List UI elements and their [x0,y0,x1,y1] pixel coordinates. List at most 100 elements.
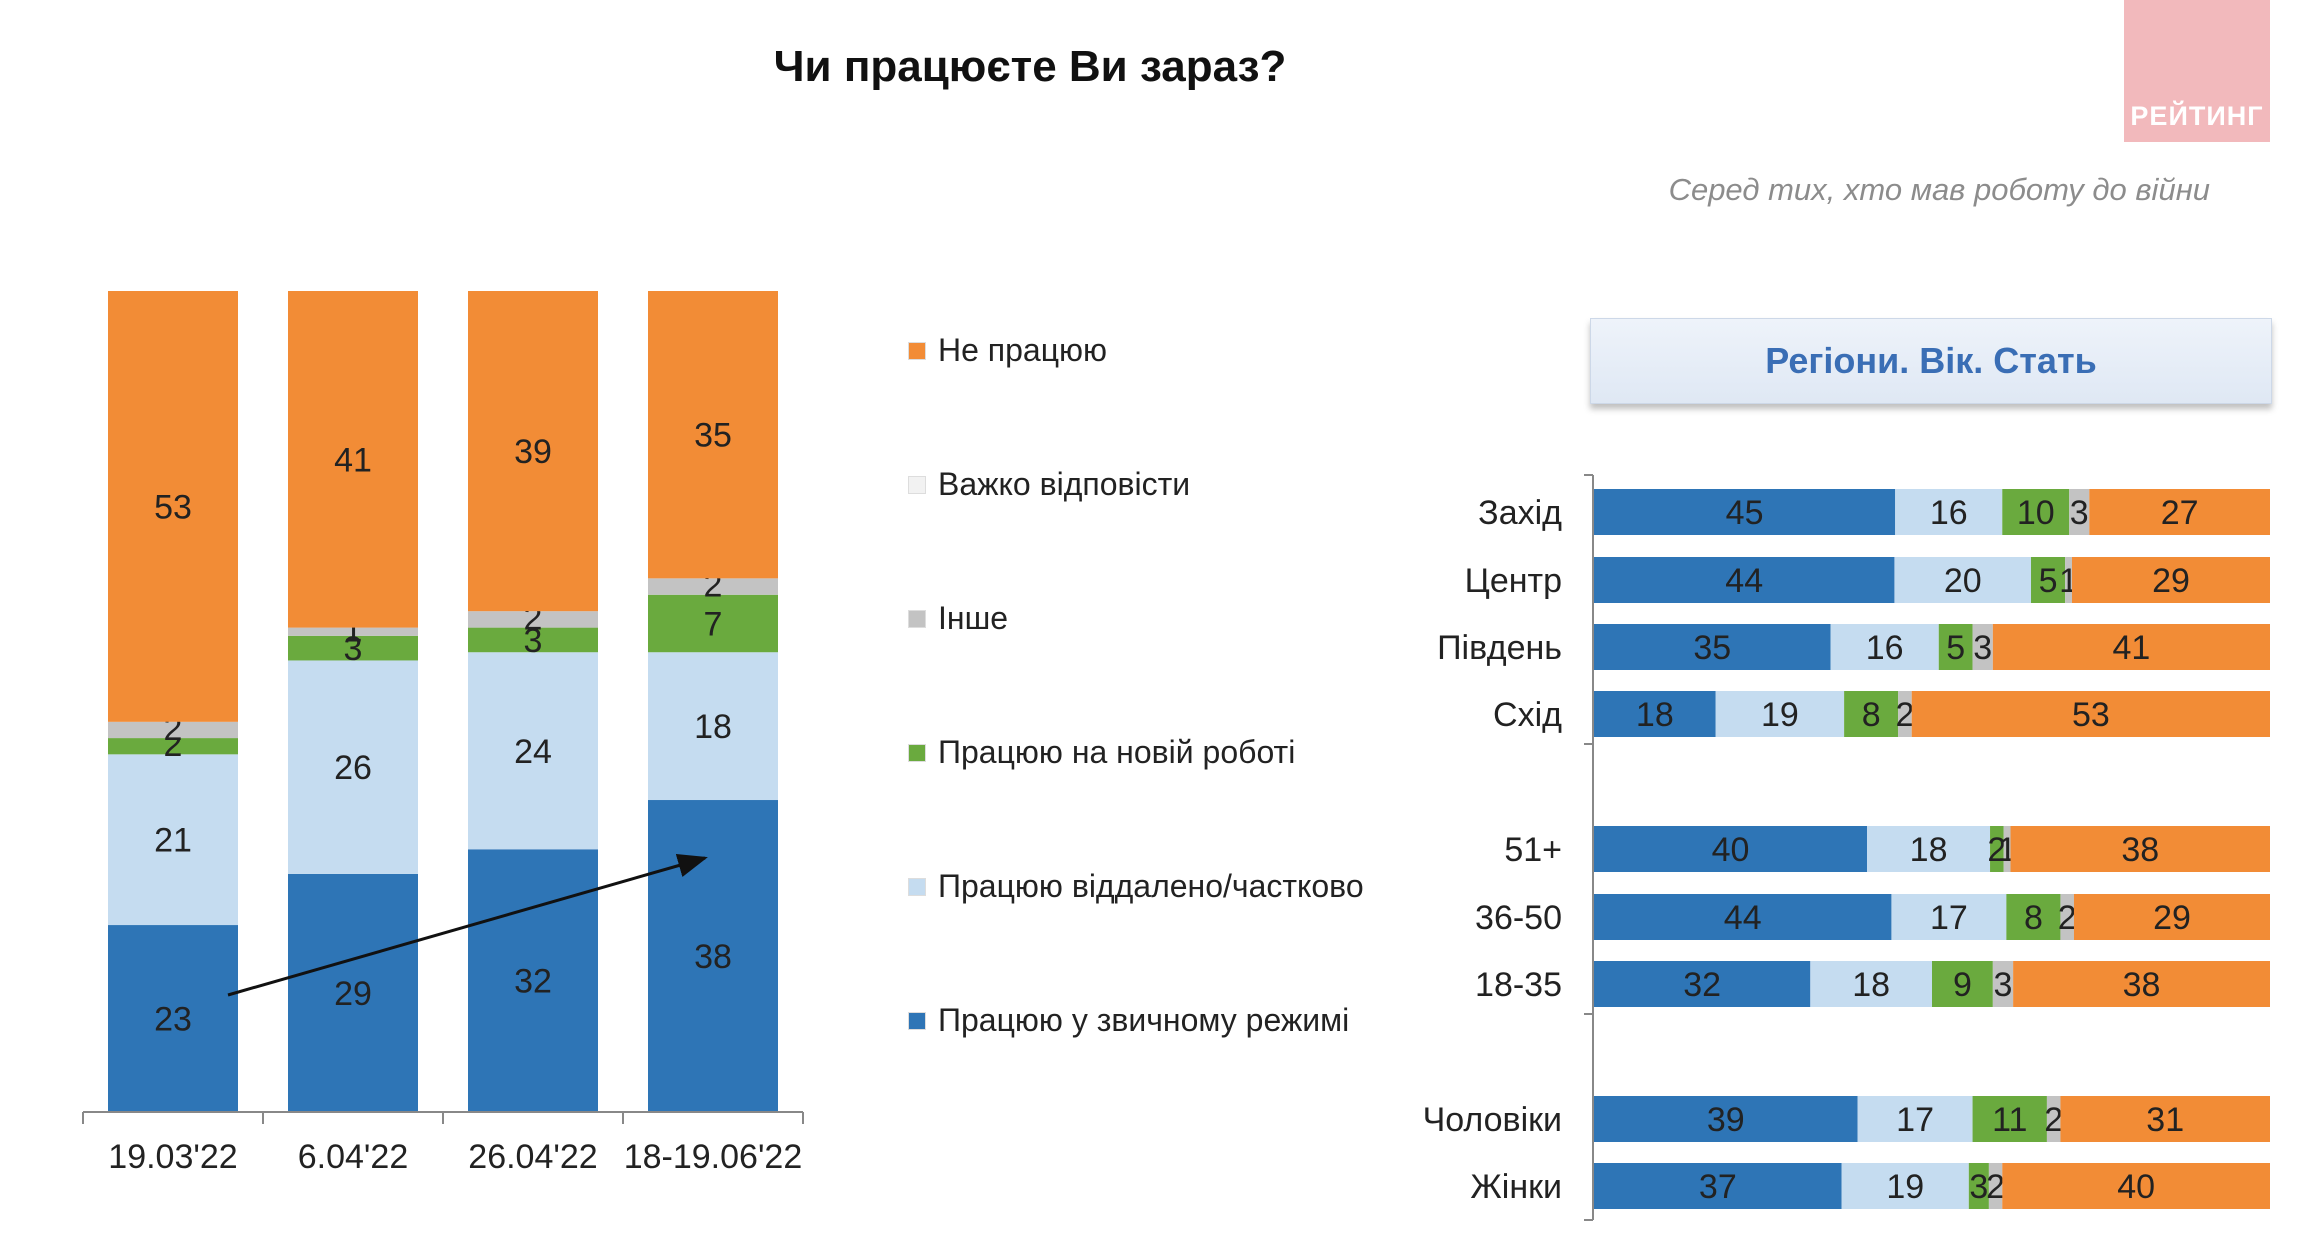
hbar-segment-new_job-18-35 [1932,961,1993,1007]
bar-segment-new_job-26-04-22 [468,627,598,653]
hbar-label-remote-18-35: 18 [1852,966,1890,1004]
hbar-segment-new_job-36-50 [2006,894,2061,940]
legend-label-not-working: Не працюю [938,332,1108,368]
legend-swatch-remote [908,877,926,896]
legend-swatch-hard-to-say [908,475,926,494]
hbar-segment-usual-36-50 [1594,894,1892,940]
hbar-segment-remote-жінки [1841,1163,1969,1209]
x-tick-label: 18-19.06'22 [624,1138,803,1176]
hbar-label-not_working-захід: 27 [2161,494,2199,532]
hbar-segment-not_working-36-50 [2073,894,2270,940]
hbar-label-not_working-чоловіки: 31 [2146,1101,2184,1139]
hbar-label-new_job-36-50: 8 [2024,899,2043,937]
hbar-segment-new_job-центр [2031,557,2066,603]
hbar-segment-new_job-схід [1844,691,1899,737]
hbar-label-usual-південь: 35 [1693,629,1731,667]
bar-label-usual-6-04-22: 29 [334,975,372,1013]
bar-segment-usual-19-03-22 [108,925,238,1112]
bar-segment-new_job-6-04-22 [288,635,418,661]
hbar-label-not_working-18-35: 38 [2123,966,2161,1004]
legend-swatch-not-working [908,341,926,360]
bar-label-not_working-18-19-06-22: 35 [694,417,732,455]
hbar-label-new_job-схід: 8 [1862,696,1881,734]
hbar-segment-usual-схід [1594,691,1716,737]
bar-segment-usual-6-04-22 [288,873,418,1112]
hbar-segment-usual-51 [1594,826,1868,872]
hbar-label-not_working-центр: 29 [2152,562,2190,600]
hbar-label-other-жінки: 2 [1986,1168,2005,1206]
bar-label-new_job-26-04-22: 3 [524,622,543,660]
bar-segment-other-19-03-22 [108,721,238,739]
bar-label-remote-26-04-22: 24 [514,733,552,771]
hbar-segment-not_working-18-35 [2013,961,2270,1007]
hbar-label-not_working-схід: 53 [2072,696,2110,734]
bar-segment-remote-26-04-22 [468,652,598,850]
hbar-segment-not_working-південь [1992,624,2270,670]
category-label-51: 51+ [1504,831,1562,869]
bar-segment-other-6-04-22 [288,627,418,636]
legend-item-remote: Працюю віддалено/частково [908,868,1364,905]
legend-label-usual: Працюю у звичному режимі [938,1002,1350,1038]
hbar-segment-new_job-жінки [1968,1163,1989,1209]
hbar-segment-other-жінки [1988,1163,2003,1209]
category-label-жінки: Жінки [1470,1168,1562,1206]
legend-label-new-job: Працюю на новій роботі [938,734,1296,770]
bar-segment-not_working-6-04-22 [288,291,418,628]
bar-segment-other-18-19-06-22 [648,578,778,595]
hbar-segment-usual-південь [1594,624,1831,670]
hbar-label-usual-жінки: 37 [1699,1168,1737,1206]
legend-item-new-job: Працюю на новій роботі [908,734,1295,771]
hbar-label-other-південь: 3 [1973,629,1992,667]
legend-item-other: Інше [908,600,1008,637]
hbar-label-remote-36-50: 17 [1930,899,1968,937]
hbar-label-new_job-чоловіки: 11 [1992,1101,2027,1139]
hbar-segment-other-південь [1972,624,1993,670]
hbar-segment-new_job-захід [2002,489,2070,535]
category-label-південь: Південь [1437,629,1562,667]
hbar-label-new_job-захід: 10 [2017,494,2055,532]
hbar-segment-remote-51 [1867,826,1991,872]
hbar-label-other-18-35: 3 [1994,966,2013,1004]
hbar-label-other-захід: 3 [2070,494,2089,532]
hbar-segment-other-чоловіки [2046,1096,2061,1142]
panel-header: Регіони. Вік. Стать [1590,318,2272,404]
hbar-label-usual-схід: 18 [1636,696,1674,734]
chart-title: Чи працюєте Ви зараз? [773,42,1287,91]
hbar-label-other-чоловіки: 2 [2044,1101,2063,1139]
legend-swatch-usual [908,1011,926,1030]
hbar-segment-not_working-центр [2071,557,2270,603]
bar-segment-other-26-04-22 [468,611,598,628]
hbar-segment-other-36-50 [2060,894,2074,940]
category-label-центр: Центр [1465,562,1562,600]
legend-item-usual: Працюю у звичному режимі [908,1002,1349,1039]
bar-segment-new_job-18-19-06-22 [648,594,778,653]
bar-label-not_working-26-04-22: 39 [514,433,552,471]
hbar-segment-remote-36-50 [1891,894,2007,940]
legend-swatch-other [908,609,926,628]
hbar-label-remote-захід: 16 [1930,494,1968,532]
bar-segment-usual-18-19-06-22 [648,800,778,1112]
bar-segment-remote-18-19-06-22 [648,652,778,801]
bar-label-new_job-6-04-22: 3 [344,630,363,668]
hbar-segment-remote-захід [1895,489,2003,535]
hbar-label-usual-51: 40 [1712,831,1750,869]
hbar-segment-not_working-чоловіки [2060,1096,2270,1142]
bar-label-usual-19-03-22: 23 [154,1001,192,1039]
hbar-label-usual-чоловіки: 39 [1707,1101,1745,1139]
bar-label-usual-18-19-06-22: 38 [694,938,732,976]
rating-logo: РЕЙТИНГ [2124,0,2270,142]
hbar-label-remote-чоловіки: 17 [1896,1101,1934,1139]
hbar-segment-other-схід [1898,691,1912,737]
hbar-segment-other-51 [2003,826,2011,872]
bar-segment-not_working-26-04-22 [468,291,598,612]
legend-item-hard-to-say: Важко відповісти [908,466,1190,503]
bar-label-remote-19-03-22: 21 [154,822,192,860]
bar-segment-usual-26-04-22 [468,849,598,1112]
category-label-захід: Захід [1478,494,1562,532]
bar-label-new_job-18-19-06-22: 7 [704,606,723,644]
bar-segment-not_working-19-03-22 [108,291,238,722]
hbar-segment-usual-центр [1594,557,1895,603]
hbar-label-not_working-південь: 41 [2113,629,2151,667]
trend-arrow [227,853,708,997]
